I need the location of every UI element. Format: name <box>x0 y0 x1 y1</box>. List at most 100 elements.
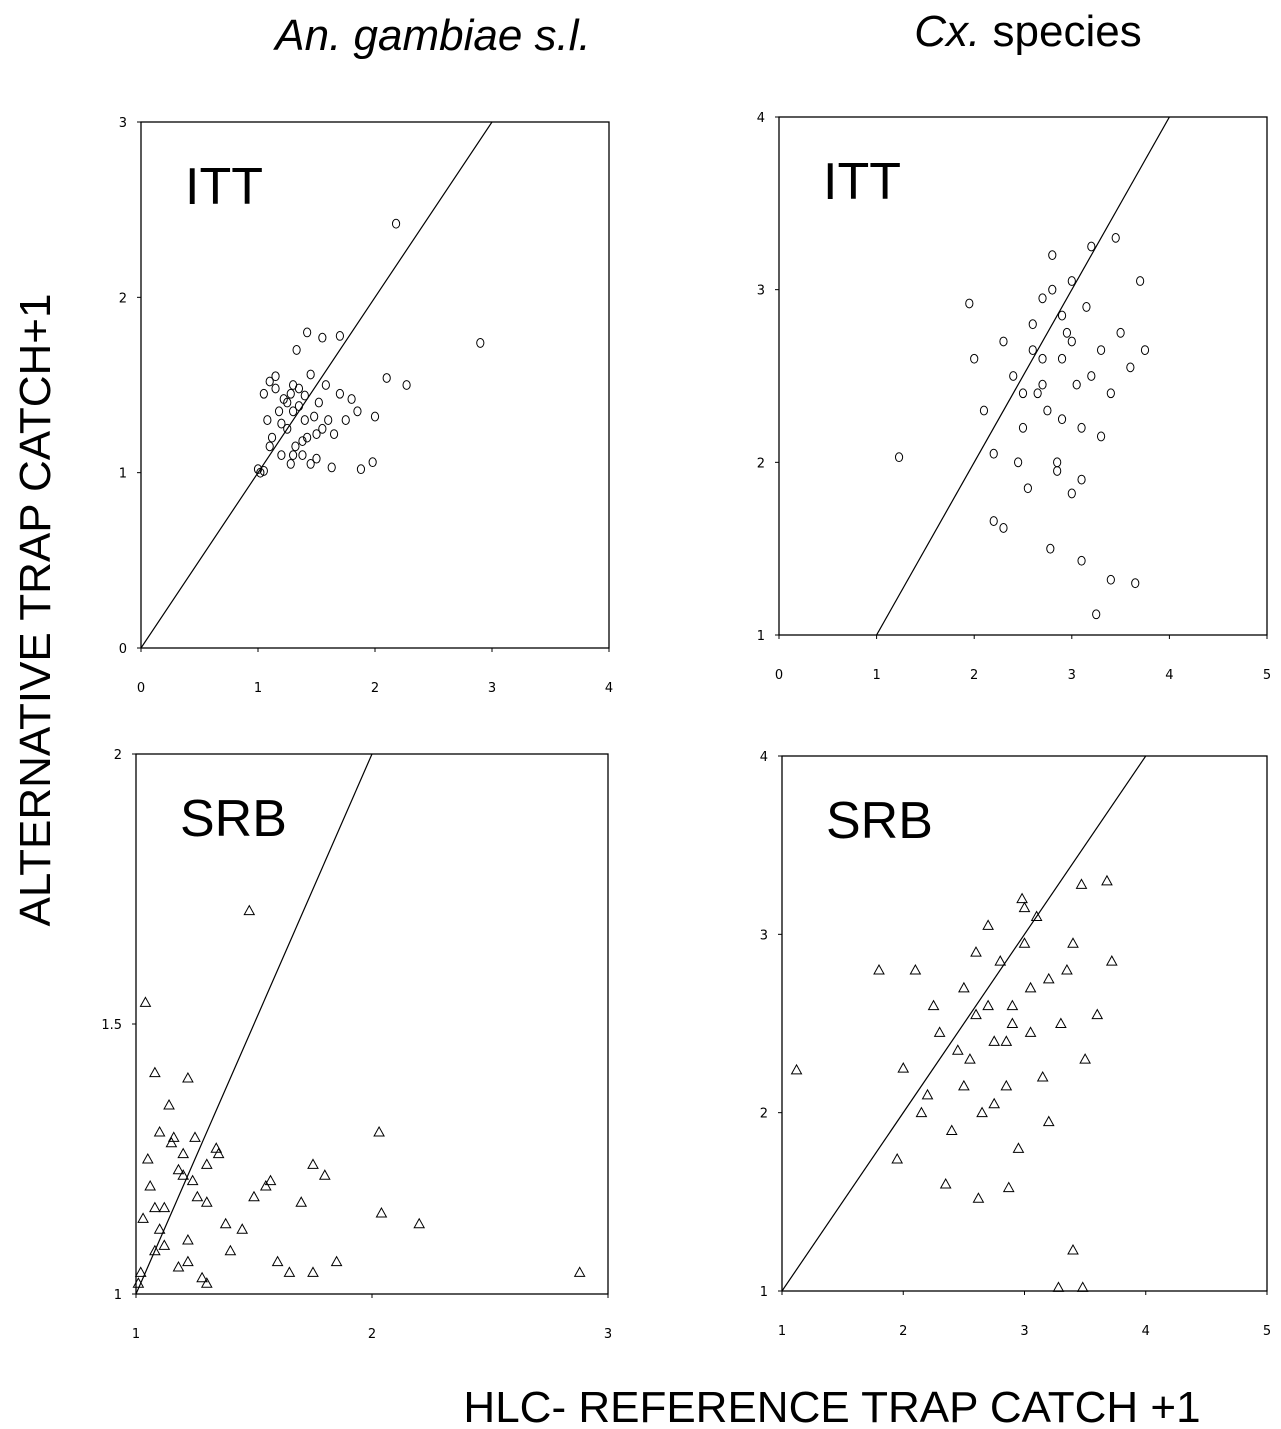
point <box>353 406 362 417</box>
point <box>927 999 940 1011</box>
y-tick-label: 1 <box>119 467 127 482</box>
y-tick-label: 3 <box>119 116 127 131</box>
point <box>1076 1281 1089 1292</box>
point <box>994 955 1007 966</box>
point <box>1048 284 1057 295</box>
point <box>132 1277 145 1288</box>
point <box>1067 276 1076 286</box>
point <box>1009 371 1018 381</box>
point <box>167 1131 180 1142</box>
point <box>1096 431 1106 442</box>
point <box>1079 1053 1091 1064</box>
point <box>1038 293 1047 304</box>
point <box>999 523 1008 533</box>
point <box>300 415 309 425</box>
panel: 1 2 3 1 1.5 2 SRB <box>101 748 612 1342</box>
point <box>790 1063 803 1075</box>
point <box>972 1192 985 1203</box>
point <box>965 298 974 309</box>
point <box>1018 422 1028 433</box>
point <box>1006 1017 1019 1028</box>
panel-label: SRB <box>826 792 933 850</box>
point <box>1000 1079 1013 1091</box>
point <box>335 331 344 341</box>
point <box>1131 578 1140 589</box>
point <box>1077 555 1086 566</box>
point <box>200 1196 213 1207</box>
point <box>1105 955 1118 966</box>
point <box>294 401 304 411</box>
point <box>982 919 994 930</box>
point <box>134 1266 147 1277</box>
panel: 0 1 2 3 4 5 1 2 3 4 ITT <box>757 111 1271 683</box>
point <box>1018 937 1031 948</box>
column-title-italic: Cx. <box>914 7 980 56</box>
point <box>970 353 979 364</box>
x-tick-label: 2 <box>970 668 978 683</box>
point <box>1016 892 1028 904</box>
point <box>476 338 485 348</box>
point <box>894 452 904 463</box>
point <box>1052 1281 1065 1292</box>
point <box>295 1196 308 1207</box>
point <box>177 1147 190 1159</box>
point <box>286 459 295 469</box>
point <box>1116 327 1125 338</box>
point <box>210 1142 223 1153</box>
point <box>314 397 323 408</box>
y-tick-label: 2 <box>757 456 765 471</box>
point <box>259 388 268 399</box>
x-tick-label: 2 <box>368 1327 376 1342</box>
point <box>177 1169 190 1180</box>
panel-label: ITT <box>185 158 263 216</box>
x-tick-label: 4 <box>605 681 613 696</box>
y-tick-label: 1 <box>114 1288 122 1303</box>
point <box>970 946 982 957</box>
point <box>1091 1008 1104 1020</box>
point <box>391 218 401 229</box>
x-tick-label: 3 <box>1068 668 1076 683</box>
y-tick-label: 1.5 <box>101 1018 122 1033</box>
column-title-rest: species <box>993 7 1142 56</box>
point <box>1057 310 1067 321</box>
point <box>1023 483 1032 494</box>
point <box>307 1158 319 1169</box>
x-tick-label: 1 <box>778 1324 786 1339</box>
point <box>236 1223 249 1234</box>
point <box>274 406 284 417</box>
plot-frame <box>778 116 1268 636</box>
x-tick-label: 0 <box>775 668 783 683</box>
point <box>370 411 380 422</box>
point <box>958 981 970 993</box>
point <box>356 464 366 475</box>
point <box>144 1179 157 1191</box>
point <box>259 1179 272 1191</box>
point <box>291 441 300 452</box>
point <box>1014 457 1023 468</box>
point <box>958 1079 970 1091</box>
point <box>189 1131 201 1142</box>
point <box>256 467 265 478</box>
point <box>979 405 989 416</box>
point <box>303 327 312 338</box>
point <box>1062 327 1072 338</box>
point <box>264 1174 277 1186</box>
point <box>310 411 319 422</box>
point <box>329 429 339 439</box>
point <box>1101 874 1113 886</box>
point <box>318 332 327 343</box>
point <box>263 415 272 425</box>
point <box>1036 1070 1049 1082</box>
y-tick-label: 3 <box>757 284 765 299</box>
point <box>172 1260 185 1272</box>
x-tick-label: 5 <box>1263 1324 1271 1339</box>
point <box>1096 345 1106 356</box>
point <box>298 450 307 461</box>
point <box>915 1106 928 1118</box>
point <box>265 441 274 452</box>
point <box>1087 371 1096 381</box>
point <box>1077 422 1086 433</box>
point <box>873 963 885 975</box>
point <box>1018 388 1028 399</box>
